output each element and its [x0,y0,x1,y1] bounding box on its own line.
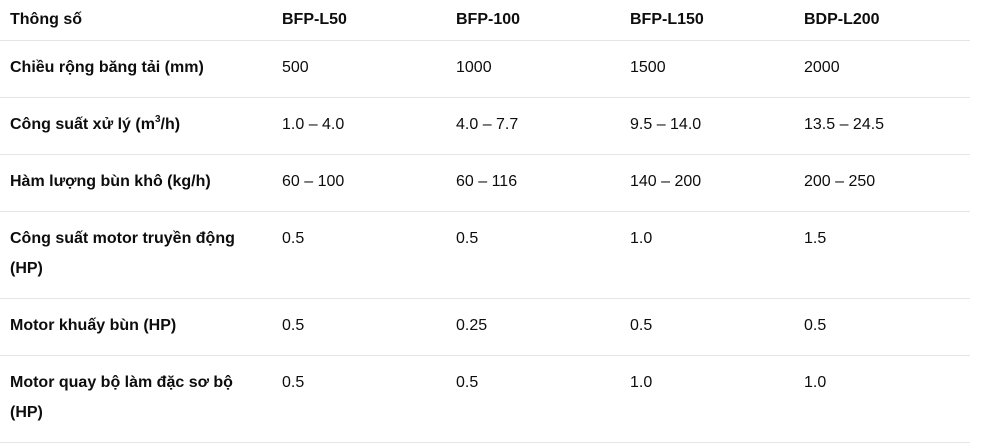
header-cell-bfp-l150: BFP-L150 [620,0,794,41]
table-cell: 500 [272,40,446,98]
row-label: Motor khuấy bùn (HP) [0,298,272,356]
header-cell-parameter: Thông số [0,0,272,41]
table-cell: 1.0 [794,355,970,443]
row-label-suffix: /h) [160,116,181,133]
table-cell: 0.5 [446,355,620,443]
table-row: Công suất motor truyền động (HP) 0.5 0.5… [0,211,970,299]
table-cell: 9.5 – 14.0 [620,97,794,155]
table-cell: 0.5 [272,355,446,443]
table-cell: 4.0 – 7.7 [446,97,620,155]
table-cell: 60 – 100 [272,154,446,212]
header-cell-bdp-l200: BDP-L200 [794,0,970,41]
table-cell: 1.0 – 4.0 [272,97,446,155]
header-cell-bfp-100: BFP-100 [446,0,620,41]
table-cell: 1000 [446,40,620,98]
table-row: Công suất xử lý (m3/h) 1.0 – 4.0 4.0 – 7… [0,97,970,155]
table-row: Motor quay bộ làm đặc sơ bộ (HP) 0.5 0.5… [0,355,970,443]
table-cell: 1.0 [620,211,794,299]
row-label: Công suất xử lý (m3/h) [0,97,272,155]
table-row: Motor khuấy bùn (HP) 0.5 0.25 0.5 0.5 [0,298,970,356]
table-header-row: Thông số BFP-L50 BFP-100 BFP-L150 BDP-L2… [0,0,970,41]
table-cell: 1.0 [620,355,794,443]
table-cell: 13.5 – 24.5 [794,97,970,155]
table-cell: 0.5 [272,211,446,299]
table-cell: 0.5 [620,298,794,356]
row-label-superscript: 3 [154,113,161,125]
table-cell: 0.25 [446,298,620,356]
table-cell: 1.5 [794,211,970,299]
table-row: Chiều rộng băng tải (mm) 500 1000 1500 2… [0,40,970,98]
header-cell-bfp-l50: BFP-L50 [272,0,446,41]
table-cell: 0.5 [446,211,620,299]
table-cell: 140 – 200 [620,154,794,212]
spec-table: Thông số BFP-L50 BFP-100 BFP-L150 BDP-L2… [0,0,970,443]
table-cell: 60 – 116 [446,154,620,212]
row-label-main: Công suất xử lý (m [10,116,155,133]
row-label: Hàm lượng bùn khô (kg/h) [0,154,272,212]
table-cell: 2000 [794,40,970,98]
table-cell: 0.5 [272,298,446,356]
table-cell: 200 – 250 [794,154,970,212]
table-row: Hàm lượng bùn khô (kg/h) 60 – 100 60 – 1… [0,154,970,212]
table-cell: 0.5 [794,298,970,356]
table-cell: 1500 [620,40,794,98]
row-label: Chiều rộng băng tải (mm) [0,40,272,98]
row-label: Công suất motor truyền động (HP) [0,211,272,299]
row-label: Motor quay bộ làm đặc sơ bộ (HP) [0,355,272,443]
